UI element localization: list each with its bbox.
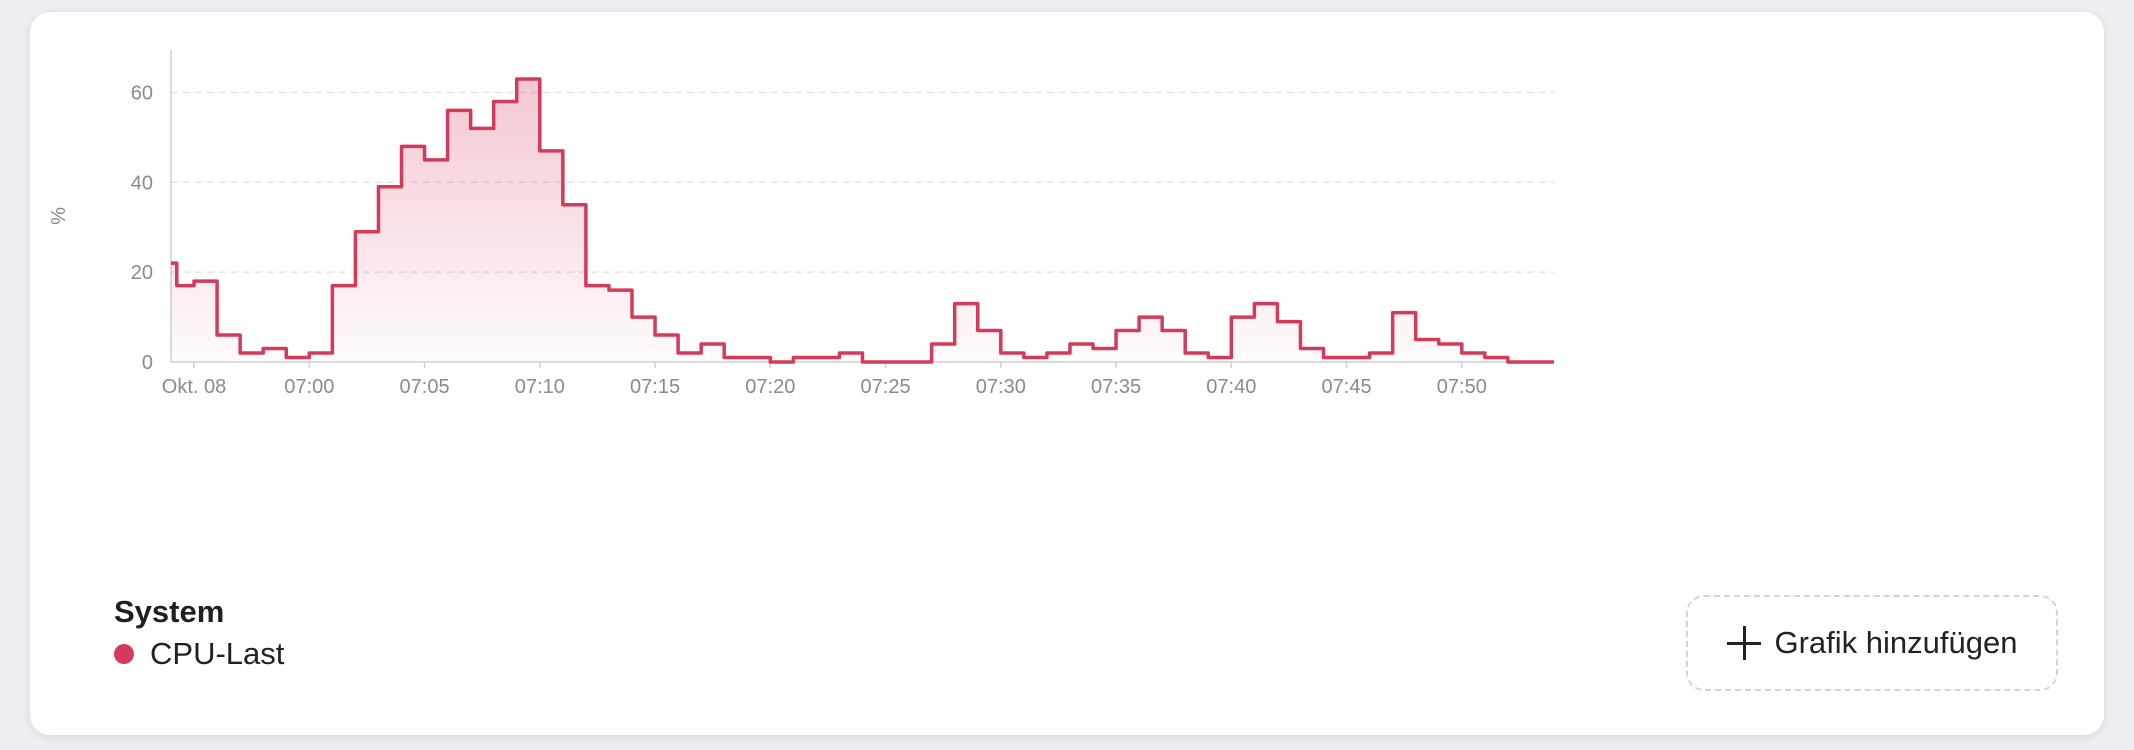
x-tick-label: 07:30 bbox=[976, 376, 1026, 398]
legend-color-dot bbox=[114, 644, 134, 664]
add-chart-button[interactable]: Grafik hinzufügen bbox=[1686, 595, 2058, 691]
x-tick-label: 07:20 bbox=[745, 376, 795, 398]
x-tick-label: 07:10 bbox=[515, 376, 565, 398]
x-tick-label: 07:25 bbox=[861, 376, 911, 398]
x-tick-label: 07:05 bbox=[400, 376, 450, 398]
plus-icon bbox=[1726, 626, 1761, 660]
x-tick-label: 07:15 bbox=[630, 376, 680, 398]
cpu-load-chart: 0 20 40 60 Okt. 08 07:00 07:05 07:10 07:15 07:20 0… bbox=[48, 50, 1554, 398]
legend-group-title: System bbox=[114, 594, 225, 629]
series-area bbox=[171, 78, 1554, 362]
x-tick-label: 07:40 bbox=[1206, 376, 1256, 398]
series-line bbox=[171, 77, 1554, 364]
x-tick-label: 07:00 bbox=[284, 376, 334, 398]
chart-card: 0 20 40 60 Okt. 08 07:00 07:05 07:10 07:15 07:20 0… bbox=[30, 12, 2104, 735]
y-tick-label: 0 bbox=[142, 352, 153, 374]
x-tick-label: 07:35 bbox=[1091, 376, 1141, 398]
x-tick-label: 07:45 bbox=[1322, 376, 1372, 398]
y-tick-label: 20 bbox=[131, 262, 153, 284]
add-chart-label: Grafik hinzufügen bbox=[1774, 625, 2018, 660]
y-tick-label: 40 bbox=[131, 172, 153, 194]
legend-item-cpu-load[interactable]: CPU-Last bbox=[114, 636, 284, 672]
x-tick-label: Okt. 08 bbox=[162, 376, 226, 398]
y-axis-label: % bbox=[48, 207, 70, 225]
x-tick-label: 07:50 bbox=[1437, 376, 1487, 398]
y-tick-label: 60 bbox=[131, 82, 153, 104]
legend-item-label: CPU-Last bbox=[150, 636, 285, 671]
legend: System CPU-Last bbox=[114, 594, 284, 672]
